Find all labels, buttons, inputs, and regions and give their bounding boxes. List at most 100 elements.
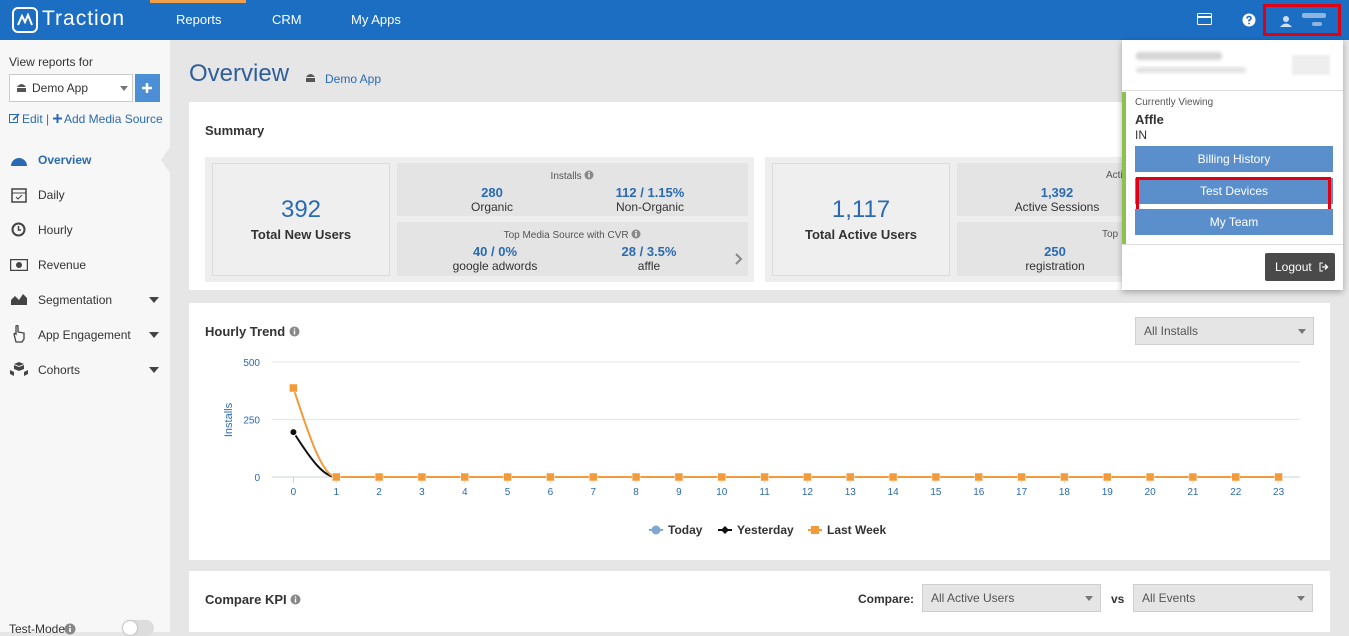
x-tick-label: 15 <box>930 487 942 498</box>
point <box>674 472 684 482</box>
top-nav: Traction Reports CRM My Apps <box>0 0 1349 40</box>
logo-icon <box>12 7 38 33</box>
edit-link[interactable]: Edit <box>22 112 43 126</box>
x-tick-label: 1 <box>333 487 339 498</box>
x-tick-label: 10 <box>716 487 728 498</box>
menu-overview[interactable]: Overview <box>38 153 92 167</box>
app-select[interactable]: Demo App <box>9 74 133 102</box>
top-media-first-value: 40 / 0% <box>472 244 518 259</box>
x-tick-label: 14 <box>888 487 900 498</box>
active-users-value: 1,117 <box>831 196 891 223</box>
plus-icon <box>53 114 62 123</box>
y-tick-label: 250 <box>243 416 260 427</box>
hourly-trend-select[interactable]: All Installs <box>1135 317 1314 345</box>
point <box>1060 472 1069 482</box>
installs-box: Installs 280 Organic 112 / 1.15% Non-Org… <box>397 163 748 216</box>
point <box>717 472 726 482</box>
y-axis-label: Installs <box>223 402 235 437</box>
sidebar: View reports for Demo App Edit | Add Med… <box>0 40 170 636</box>
point <box>374 472 384 482</box>
user-menu-toggle[interactable] <box>1263 4 1341 36</box>
x-tick-label: 4 <box>462 487 468 498</box>
test-devices-button[interactable]: Test Devices <box>1135 178 1333 204</box>
logout-button[interactable]: Logout <box>1265 253 1335 281</box>
top-events-title: Top <box>1102 229 1119 240</box>
info-icon <box>584 170 594 180</box>
active-users-box: 1,117 Total Active Users <box>772 163 950 276</box>
new-users-box: 392 Total New Users <box>212 163 390 276</box>
top-event-label: registration <box>1025 259 1085 273</box>
nav-my-apps[interactable]: My Apps <box>351 12 401 27</box>
add-app-button[interactable] <box>135 74 160 102</box>
my-team-button[interactable]: My Team <box>1135 209 1333 235</box>
y-tick-label: 500 <box>243 358 260 369</box>
series-line <box>292 387 1279 479</box>
x-tick-label: 16 <box>973 487 985 498</box>
billing-history-button[interactable]: Billing History <box>1135 146 1333 172</box>
compare-first-select[interactable]: All Active Users <box>922 584 1101 612</box>
point <box>503 472 512 482</box>
x-tick-label: 11 <box>759 487 770 498</box>
info-icon <box>631 229 641 239</box>
compare-kpi-title-text: Compare KPI <box>205 592 287 607</box>
hourly-trend-title: Hourly Trend <box>205 324 300 339</box>
legend-label: Today <box>668 523 703 537</box>
help-icon[interactable] <box>1242 13 1256 27</box>
page-app[interactable]: Demo App <box>325 72 382 86</box>
top-media-title-text: Top Media Source with CVR <box>503 230 629 241</box>
caret <box>149 367 159 373</box>
logo-text: Traction <box>42 7 126 30</box>
menu-hourly[interactable]: Hourly <box>38 223 73 237</box>
point <box>931 472 941 482</box>
top-media-title: Top Media Source with CVR <box>397 229 748 241</box>
active-users-label: Total Active Users <box>805 227 917 242</box>
activity-title: Acti <box>1106 170 1123 181</box>
top-media-second-value: 28 / 3.5% <box>621 244 677 259</box>
nav-reports[interactable]: Reports <box>176 12 222 27</box>
active-indicator <box>150 0 246 3</box>
segmentation-icon <box>11 294 27 305</box>
point <box>546 472 555 482</box>
blurred-button <box>1292 55 1330 75</box>
legend-marker <box>721 526 729 534</box>
account-dropdown: Currently Viewing Affle IN Billing Histo… <box>1122 40 1343 290</box>
menu-app-engagement[interactable]: App Engagement <box>38 328 131 342</box>
nav-crm[interactable]: CRM <box>272 12 302 27</box>
menu-segmentation[interactable]: Segmentation <box>38 293 113 307</box>
engagement-icon <box>13 325 25 343</box>
x-tick-label: 6 <box>548 487 554 498</box>
select-text: All Events <box>1142 591 1196 605</box>
point <box>460 472 469 482</box>
x-tick-label: 18 <box>1059 487 1071 498</box>
x-tick-label: 3 <box>419 487 425 498</box>
menu-cohorts[interactable]: Cohorts <box>38 363 81 377</box>
plus-icon <box>142 83 152 93</box>
organic-value: 280 <box>481 185 503 200</box>
x-tick-label: 22 <box>1230 487 1242 498</box>
x-tick-label: 5 <box>505 487 511 498</box>
top-event-value: 250 <box>1044 244 1066 259</box>
legend-label: Last Week <box>827 523 886 537</box>
x-tick-label: 17 <box>1016 487 1028 498</box>
caret <box>120 86 128 91</box>
vs-label: vs <box>1111 592 1125 606</box>
top-media-second-label: affle <box>637 259 661 273</box>
compare-second-select[interactable]: All Events <box>1133 584 1313 612</box>
billing-icon[interactable] <box>1197 13 1213 26</box>
point <box>888 472 898 482</box>
menu-revenue[interactable]: Revenue <box>38 258 87 272</box>
point <box>289 428 298 437</box>
legend-marker <box>811 526 819 534</box>
point <box>417 472 427 482</box>
non-organic-value: 112 / 1.15% <box>615 185 685 200</box>
point <box>589 472 598 482</box>
menu-daily[interactable]: Daily <box>38 188 65 202</box>
next-arrow[interactable] <box>735 253 743 265</box>
separator: | <box>46 112 50 126</box>
cohorts-icon <box>10 362 28 376</box>
top-media-box: Top Media Source with CVR 40 / 0% google… <box>397 222 748 276</box>
add-media-source-link[interactable]: Add Media Source <box>64 112 163 126</box>
x-tick-label: 0 <box>291 487 297 498</box>
